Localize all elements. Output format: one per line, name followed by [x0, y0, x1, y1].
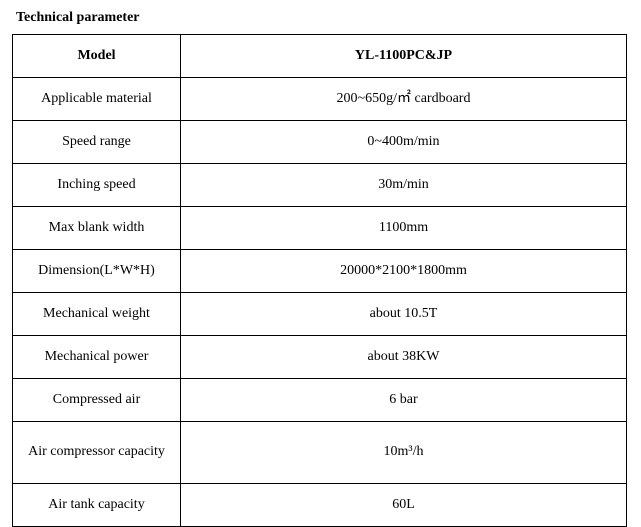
table-header-row: Model YL-1100PC&JP — [13, 35, 627, 78]
row-value: about 10.5T — [181, 293, 627, 336]
table-row: Mechanical weight about 10.5T — [13, 293, 627, 336]
table-row: Air tank capacity 60L — [13, 484, 627, 527]
header-model: Model — [13, 35, 181, 78]
table-row: Max blank width 1100mm — [13, 207, 627, 250]
table-row: Air compressor capacity 10m³/h — [13, 422, 627, 484]
row-value: 0~400m/min — [181, 121, 627, 164]
table-row: Inching speed 30m/min — [13, 164, 627, 207]
row-label: Max blank width — [13, 207, 181, 250]
row-value: 200~650g/㎡ cardboard — [181, 78, 627, 121]
page: Technical parameter Model YL-1100PC&JP A… — [0, 0, 641, 516]
header-value: YL-1100PC&JP — [181, 35, 627, 78]
row-label: Inching speed — [13, 164, 181, 207]
row-label: Dimension(L*W*H) — [13, 250, 181, 293]
table-row: Applicable material 200~650g/㎡ cardboard — [13, 78, 627, 121]
row-label: Applicable material — [13, 78, 181, 121]
row-label: Mechanical weight — [13, 293, 181, 336]
table-row: Speed range 0~400m/min — [13, 121, 627, 164]
table-row: Compressed air 6 bar — [13, 379, 627, 422]
row-label: Speed range — [13, 121, 181, 164]
row-value: about 38KW — [181, 336, 627, 379]
row-value: 60L — [181, 484, 627, 527]
row-label: Air tank capacity — [13, 484, 181, 527]
row-value: 10m³/h — [181, 422, 627, 484]
row-value: 20000*2100*1800mm — [181, 250, 627, 293]
table-row: Mechanical power about 38KW — [13, 336, 627, 379]
row-value: 1100mm — [181, 207, 627, 250]
page-title: Technical parameter — [12, 10, 629, 34]
row-value: 30m/min — [181, 164, 627, 207]
spec-table: Model YL-1100PC&JP Applicable material 2… — [12, 34, 627, 527]
row-label: Mechanical power — [13, 336, 181, 379]
row-value: 6 bar — [181, 379, 627, 422]
table-row: Dimension(L*W*H) 20000*2100*1800mm — [13, 250, 627, 293]
row-label: Air compressor capacity — [13, 422, 181, 484]
row-label: Compressed air — [13, 379, 181, 422]
table-body: Applicable material 200~650g/㎡ cardboard… — [13, 78, 627, 527]
